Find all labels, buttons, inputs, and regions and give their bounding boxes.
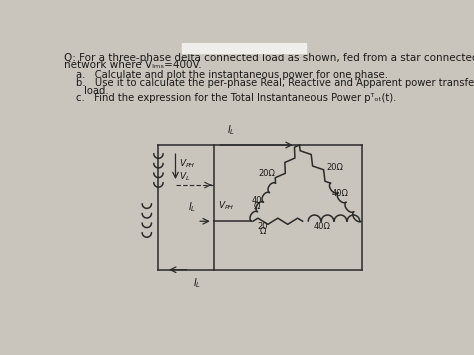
Text: Ω: Ω: [260, 227, 266, 236]
Text: 20: 20: [258, 222, 268, 231]
Text: 20Ω: 20Ω: [258, 169, 275, 178]
Text: a.   Calculate and plot the instantaneous power for one phase.: a. Calculate and plot the instantaneous …: [76, 70, 388, 80]
Text: $V_L$: $V_L$: [179, 170, 191, 183]
Text: b.   Use it to calculate the per-phase Real, Reactive and Apparent power transfe: b. Use it to calculate the per-phase Rea…: [76, 78, 474, 88]
Bar: [182, 43, 306, 53]
Text: $V_{PH}$: $V_{PH}$: [218, 200, 235, 212]
Text: Ω: Ω: [254, 202, 260, 211]
Text: $I_L$: $I_L$: [227, 124, 236, 137]
Text: c.   Find the expression for the Total Instantaneous Power pᵀₒₜ(t).: c. Find the expression for the Total Ins…: [76, 93, 397, 103]
Text: 40Ω: 40Ω: [313, 222, 330, 231]
Text: load.: load.: [84, 86, 109, 96]
Text: 40Ω: 40Ω: [332, 189, 349, 198]
Text: $I_L$: $I_L$: [193, 276, 201, 290]
Text: Q: For a three-phase delta connected load as shown, fed from a star connected ba: Q: For a three-phase delta connected loa…: [64, 53, 474, 62]
Text: 40: 40: [252, 196, 262, 205]
Text: $V_{PH}$: $V_{PH}$: [179, 157, 195, 170]
Text: network where Vₗₘₛ=400V.: network where Vₗₘₛ=400V.: [64, 60, 201, 70]
Text: $I_L$: $I_L$: [189, 201, 197, 214]
Text: 20Ω: 20Ω: [327, 163, 344, 172]
